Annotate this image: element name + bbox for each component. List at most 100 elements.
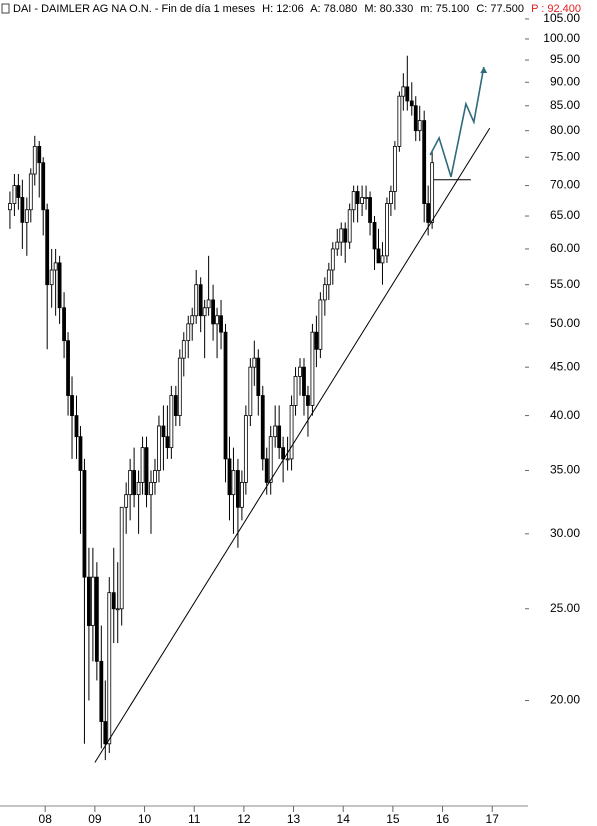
projection xyxy=(429,66,485,178)
y-tick-label: 105.00 xyxy=(543,11,580,25)
candle-body xyxy=(215,315,219,325)
candle-body xyxy=(165,436,170,449)
candle-body xyxy=(107,592,112,745)
candle-body xyxy=(66,340,70,396)
candle-body xyxy=(223,331,228,460)
candle-body xyxy=(264,458,269,483)
candle-body xyxy=(24,209,29,223)
candle-body xyxy=(45,209,50,286)
candle-body xyxy=(256,357,261,396)
y-tick-label: 95.00 xyxy=(550,52,580,66)
y-tick-label: 75.00 xyxy=(550,149,580,163)
candle-body xyxy=(302,366,306,396)
close: C: 77.500 xyxy=(476,3,524,15)
candle-body xyxy=(422,120,427,204)
icon xyxy=(1,3,10,14)
candle-body xyxy=(351,191,356,211)
x-tick-label: 13 xyxy=(287,812,301,826)
candle-body xyxy=(310,331,315,406)
x-tick-label: 14 xyxy=(337,812,351,826)
candle-body xyxy=(12,185,17,204)
candle-body xyxy=(430,162,435,223)
candle-body xyxy=(74,415,79,438)
candle-body xyxy=(273,425,278,438)
candle-body xyxy=(405,86,410,102)
low: m: 75.100 xyxy=(420,3,469,15)
y-tick-label: 50.00 xyxy=(550,316,580,330)
candle-body xyxy=(248,366,253,416)
x-tick-label: 11 xyxy=(188,812,201,826)
candle-body xyxy=(380,255,385,264)
candle-body xyxy=(53,262,58,271)
candle-body xyxy=(417,120,422,132)
trendline xyxy=(94,127,491,763)
candle-body xyxy=(392,145,397,192)
candle-body xyxy=(268,436,273,483)
candle-body xyxy=(82,470,87,578)
candle-body xyxy=(173,395,178,416)
candle-body xyxy=(115,608,120,611)
candle-body xyxy=(211,299,215,325)
header: DAI - DAIMLER AG NA O.N. - Fin de día 1 … xyxy=(13,3,581,15)
candle-body xyxy=(99,660,104,722)
candle-body xyxy=(368,197,372,223)
candle-body xyxy=(87,576,91,626)
candle-body xyxy=(236,470,240,508)
y-tick-label: 40.00 xyxy=(550,408,580,422)
candle-body xyxy=(198,284,203,317)
candle-body xyxy=(16,185,21,198)
candle-body xyxy=(413,105,418,132)
candle-body xyxy=(260,395,265,460)
x-tick-label: 12 xyxy=(237,812,251,826)
candle-body xyxy=(90,576,95,626)
x-tick-label: 15 xyxy=(386,812,400,826)
candle-body xyxy=(181,340,186,359)
candle-body xyxy=(227,458,232,496)
candle-body xyxy=(376,248,381,264)
x-tick-label: 10 xyxy=(138,812,152,826)
candle-body xyxy=(136,481,141,496)
candle-body xyxy=(326,269,331,286)
candle-body xyxy=(37,145,42,164)
y-tick-label: 80.00 xyxy=(550,123,580,137)
candle-body xyxy=(124,494,129,508)
candle-body xyxy=(343,228,348,243)
candle-body xyxy=(339,228,344,243)
candle-body xyxy=(119,506,124,610)
candle-body xyxy=(190,315,195,325)
candle-body xyxy=(293,376,298,406)
y-tick-label: 65.00 xyxy=(550,208,580,222)
y-tick-label: 85.00 xyxy=(550,98,580,112)
candle-body xyxy=(78,436,83,471)
candle-body xyxy=(49,269,54,286)
candle-body xyxy=(70,395,74,416)
y-tick-label: 100.00 xyxy=(543,31,580,45)
y-tick-label: 25.00 xyxy=(550,601,580,615)
candle-body xyxy=(194,284,199,317)
candle-body xyxy=(252,357,257,368)
candle-body xyxy=(149,481,153,496)
candle-body xyxy=(28,173,33,211)
candle-body xyxy=(372,222,377,250)
candle-body xyxy=(202,307,207,317)
candle-body xyxy=(32,145,37,175)
candle-body xyxy=(285,458,290,461)
candle-body xyxy=(186,323,191,342)
candle-body xyxy=(401,86,406,97)
candle-body xyxy=(231,470,236,496)
candle-body xyxy=(8,203,12,211)
candle-body xyxy=(289,405,294,460)
symbol: DAI - DAIMLER AG NA O.N. - Fin de día 1 … xyxy=(13,3,256,15)
open: A: 78.080 xyxy=(310,3,357,15)
y-tick-label: 70.00 xyxy=(550,178,580,192)
candle-body xyxy=(144,447,149,496)
y-tick-label: 20.00 xyxy=(550,693,580,707)
candle-body xyxy=(41,162,46,211)
candle-body xyxy=(140,447,145,483)
y-tick-label: 30.00 xyxy=(550,526,580,540)
candle-body xyxy=(330,248,335,271)
x-tick-label: 09 xyxy=(88,812,102,826)
candle-body xyxy=(298,366,302,377)
candle-body xyxy=(206,299,211,309)
x-tick-label: 16 xyxy=(436,812,450,826)
